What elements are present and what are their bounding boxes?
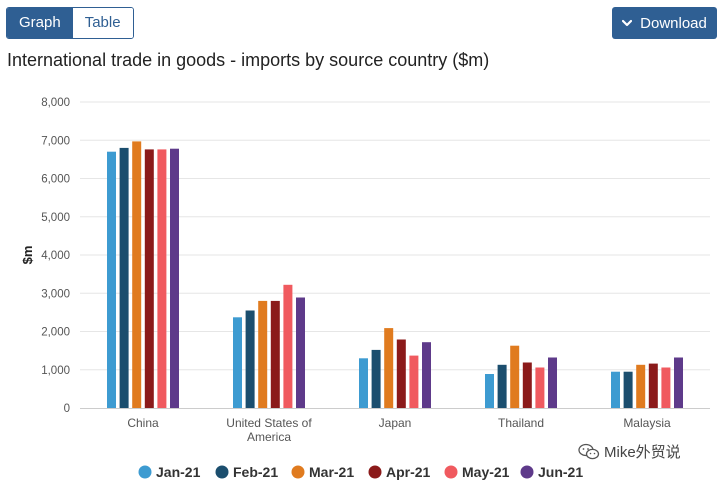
category-label: China	[127, 416, 159, 430]
legend-swatch	[520, 465, 534, 479]
legend-item[interactable]: Jun-21	[520, 464, 584, 480]
y-tick-label: 6,000	[41, 174, 70, 186]
bar[interactable]	[535, 367, 545, 409]
chart-title: International trade in goods - imports b…	[7, 50, 490, 70]
bar[interactable]	[485, 374, 494, 408]
legend-swatch	[138, 465, 152, 479]
bar[interactable]	[522, 362, 532, 409]
legend-item[interactable]: Apr-21	[368, 464, 431, 480]
legend-label: Jun-21	[538, 464, 583, 480]
download-label: Download	[640, 14, 707, 32]
bar[interactable]	[497, 364, 507, 408]
bar[interactable]	[258, 300, 268, 408]
y-tick-label: 7,000	[41, 135, 70, 147]
legend: Jan-21 Feb-21 Mar-21 Apr-21 May-21 Jun-21	[138, 464, 584, 480]
legend-label: May-21	[462, 464, 510, 480]
legend-swatch	[215, 465, 229, 479]
legend-item[interactable]: Mar-21	[291, 464, 355, 480]
y-tick-label: 2,000	[41, 327, 70, 339]
legend-label: Apr-21	[386, 464, 431, 480]
legend-label: Mar-21	[309, 464, 354, 480]
wechat-icon	[578, 443, 600, 459]
bar[interactable]	[245, 310, 255, 409]
bar[interactable]	[119, 147, 129, 408]
category-label: Malaysia	[623, 416, 671, 430]
legend-swatch	[368, 465, 382, 479]
bar[interactable]	[623, 371, 633, 408]
y-tick-label: 1,000	[41, 365, 70, 377]
bars	[107, 141, 683, 408]
y-tick-label: 3,000	[41, 288, 70, 300]
category-labels: China United States of America Japan Thailan…	[127, 416, 671, 444]
grid-lines	[80, 101, 710, 371]
bar[interactable]	[371, 349, 381, 408]
bar[interactable]	[296, 297, 305, 409]
bar[interactable]	[674, 357, 683, 409]
bar[interactable]	[409, 355, 419, 408]
bar[interactable]	[611, 371, 620, 408]
bar[interactable]	[170, 148, 179, 408]
bar[interactable]	[396, 339, 406, 409]
bar[interactable]	[384, 328, 394, 408]
legend-swatch	[291, 465, 305, 479]
bar[interactable]	[233, 317, 242, 408]
bar[interactable]	[422, 342, 431, 408]
category-label: Japan	[379, 416, 412, 430]
category-label: United States of America	[226, 416, 312, 444]
legend-label: Jan-21	[156, 464, 201, 480]
legend-item[interactable]: Jan-21	[138, 464, 201, 480]
legend-label: Feb-21	[233, 464, 278, 480]
bar[interactable]	[107, 151, 116, 408]
bar[interactable]	[359, 358, 368, 408]
bar[interactable]	[283, 284, 293, 408]
bar[interactable]	[157, 149, 167, 408]
legend-swatch	[444, 465, 458, 479]
bar[interactable]	[132, 141, 142, 408]
bar[interactable]	[270, 300, 280, 408]
bar[interactable]	[648, 363, 658, 408]
chevron-down-icon	[622, 19, 633, 27]
y-tick-label: 8,000	[41, 97, 70, 109]
download-button[interactable]: Download	[612, 7, 717, 39]
bar[interactable]	[661, 367, 671, 409]
bar[interactable]	[636, 364, 646, 408]
bar[interactable]	[144, 149, 154, 408]
bar[interactable]	[548, 357, 557, 409]
y-tick-label: 0	[64, 403, 70, 415]
y-axis-ticks: 0 1,000 2,000 3,000 4,000 5,000 6,000 7,000 8,00…	[41, 97, 70, 415]
category-label: Thailand	[498, 416, 544, 430]
legend-item[interactable]: May-21	[444, 464, 510, 480]
y-axis-label: $m	[20, 246, 35, 265]
y-tick-label: 5,000	[41, 212, 70, 224]
table-tab[interactable]: Table	[72, 8, 133, 38]
legend-item[interactable]: Feb-21	[215, 464, 279, 480]
watermark: Mike外贸说	[578, 441, 681, 462]
graph-tab[interactable]: Graph	[7, 8, 73, 38]
y-tick-label: 4,000	[41, 250, 70, 262]
bar[interactable]	[510, 345, 520, 408]
view-toggle: Graph Table	[6, 7, 134, 39]
watermark-text: Mike外贸说	[604, 444, 681, 461]
